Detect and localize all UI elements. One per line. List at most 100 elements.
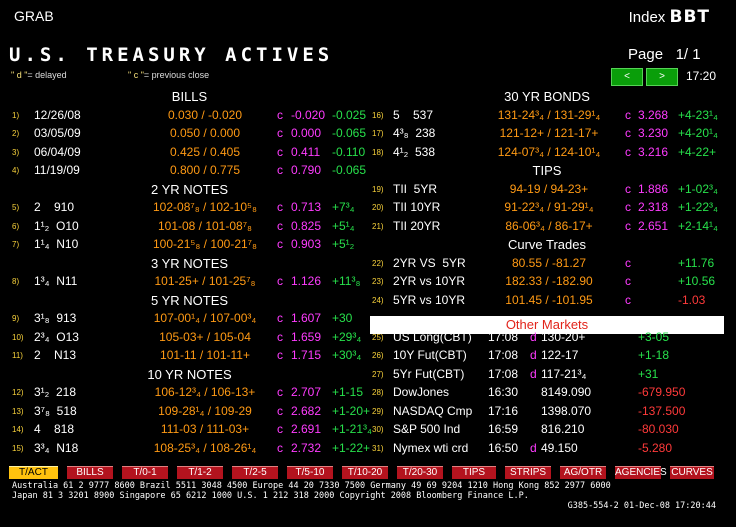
other-markets-header: Other Markets — [370, 316, 724, 334]
bid-ask-price: 0.425 / 0.405 — [169, 144, 241, 159]
security-row[interactable]: 25) US Long(CBT) 17:08 d 130-20+ +3-05 — [372, 330, 727, 348]
tab-ag-otr[interactable]: AG/OTR — [560, 466, 606, 479]
security-name: Nymex wti crd — [393, 440, 469, 455]
security-row[interactable]: 28) DowJones 16:30 8149.090 -679.950 — [372, 385, 727, 403]
security-row[interactable]: 15) 3³₄ N18 108-25³₄ / 108-26¹₄ c 2.732 +1-22… — [12, 441, 370, 459]
row-number: 2) — [12, 129, 20, 138]
tab-t-5-10[interactable]: T/5-10 — [287, 466, 333, 479]
prev-page-button[interactable]: < — [611, 68, 643, 86]
security-row[interactable]: 11) 2 N13 101-11 / 101-11+ c 1.715 +30³₄ — [12, 348, 367, 366]
tab-tips[interactable]: TIPS — [452, 466, 496, 479]
legend-c-text: = previous close — [143, 70, 210, 80]
net-change: +1-18 — [638, 348, 670, 362]
security-row[interactable]: 5) 2 910 102-08⁷₈ / 102-10⁵₈ c 0.713 +7³₄ — [12, 200, 367, 218]
security-row[interactable]: 29) NASDAQ Cmp 17:16 1398.070 -137.500 — [372, 404, 727, 422]
tab-t-20-30[interactable]: T/20-30 — [397, 466, 443, 479]
security-row[interactable]: 31) Nymex wti crd 16:50 d 49.150 -5.280 — [372, 441, 727, 459]
page-label: Page — [628, 46, 664, 63]
legend-d-mark: " d " — [11, 70, 28, 80]
footer-line-2: Japan 81 3 3201 8900 Singapore 65 6212 1… — [12, 491, 529, 501]
security-row[interactable]: 14) 4 818 111-03 / 111-03+ c 2.691 +1-21³₄ — [12, 422, 372, 440]
prev-close-value: 0.903 — [291, 237, 322, 251]
tab-t-0-1[interactable]: T/0-1 — [122, 466, 168, 479]
net-change: +30 — [332, 311, 353, 325]
security-row[interactable]: 4) 11/19/09 0.800 / 0.775 c 0.790 -0.065 — [12, 163, 367, 181]
prev-close-value: 1.659 — [291, 329, 322, 344]
net-change: +1-22³₄ — [678, 200, 718, 214]
prev-close-flag: c — [277, 348, 283, 362]
security-name: 2 910 — [34, 200, 75, 214]
tab-t-10-20[interactable]: T/10-20 — [342, 466, 388, 479]
bid-ask-price: 124-07³₄ / 124-10¹₄ — [497, 144, 601, 159]
row-number: 26) — [372, 351, 384, 360]
footer-line-1: Australia 61 2 9777 8600 Brazil 5511 304… — [12, 481, 611, 491]
security-row[interactable]: 3) 06/04/09 0.425 / 0.405 c 0.411 -0.110 — [12, 145, 367, 163]
tab-t-2-5[interactable]: T/2-5 — [232, 466, 278, 479]
security-name: 06/04/09 — [34, 144, 81, 159]
security-name: 2³₄ O13 — [34, 329, 79, 344]
security-name: TII 10YR — [393, 200, 441, 214]
last-price: 122-17 — [541, 348, 579, 362]
security-row[interactable]: 12) 3¹₂ 218 106-12³₄ / 106-13+ c 2.707 +1-15 — [12, 385, 367, 403]
security-name: 2YR vs 10YR — [393, 274, 466, 288]
row-number: 12) — [12, 388, 24, 397]
bid-ask-price: 0.050 / 0.000 — [169, 126, 241, 140]
security-row[interactable]: 2) 03/05/09 0.050 / 0.000 c 0.000 -0.065 — [12, 126, 367, 144]
security-row[interactable]: 1) 12/26/08 0.030 / -0.020 c -0.020 -0.025 — [12, 108, 367, 126]
next-page-button[interactable]: > — [646, 68, 678, 86]
security-row[interactable]: 23) 2YR vs 10YR 182.33 / -182.90 c +10.56 — [372, 274, 727, 292]
row-number: 27) — [372, 369, 384, 379]
security-row[interactable]: 9) 3¹₈ 913 107-00¹₄ / 107-00³₄ c 1.607 +30 — [12, 311, 367, 329]
security-row[interactable]: 16) 5 537 131-24³₄ / 131-29¹₄ c 3.268 +4-23¹₄ — [372, 108, 727, 126]
quote-time: 17:08 — [488, 348, 519, 362]
security-row[interactable]: 26) 10Y Fut(CBT) 17:08 d 122-17 +1-18 — [372, 348, 727, 366]
tab-strips[interactable]: STRIPS — [505, 466, 551, 479]
security-name: TII 20YR — [393, 218, 441, 233]
security-row[interactable]: 8) 1³₄ N11 101-25+ / 101-25⁷₈ c 1.126 +11³₈ — [12, 274, 367, 292]
net-change: -0.025 — [332, 107, 367, 122]
security-row[interactable]: 30) S&P 500 Ind 16:59 816.210 -80.030 — [372, 422, 727, 440]
section-header: 2 YR NOTES — [150, 181, 229, 197]
security-row[interactable]: 20) TII 10YR 91-22³₄ / 91-29¹₄ c 2.318 +1-22³… — [372, 200, 727, 218]
security-row[interactable]: 27) 5Yr Fut(CBT) 17:08 d 117-21³₄ +31 — [372, 367, 727, 385]
quote-time: 16:30 — [488, 385, 519, 399]
tab-t-act[interactable]: T/ACT — [9, 466, 58, 479]
prev-close-flag: c — [277, 126, 283, 140]
prev-close-value: 1.886 — [638, 181, 669, 196]
row-number: 25) — [372, 332, 384, 342]
security-row[interactable]: 22) 2YR VS 5YR 80.55 / -81.27 c +11.76 — [372, 256, 727, 274]
security-name: US Long(CBT) — [393, 329, 472, 344]
bid-ask-price: 86-06³₄ / 86-17+ — [505, 218, 593, 233]
prev-close-flag: c — [277, 163, 283, 177]
security-row[interactable]: 24) 5YR vs 10YR 101.45 / -101.95 c -1.03 — [372, 293, 727, 311]
bid-ask-price: 80.55 / -81.27 — [511, 255, 587, 270]
delayed-flag: d — [530, 366, 537, 381]
security-row[interactable]: 13) 3⁷₈ 518 109-28¹₄ / 109-29 c 2.682 +1-20+ — [12, 404, 370, 422]
tab-agencies[interactable]: AGENCIES — [615, 466, 667, 479]
bid-ask-price: 101-11 / 101-11+ — [160, 348, 250, 362]
tab-curves[interactable]: CURVES — [670, 466, 714, 479]
index-header: Index BBT — [629, 7, 710, 27]
security-row[interactable]: 19) TII 5YR 94-19 / 94-23+ c 1.886 +1-02³₄ — [372, 182, 727, 200]
security-row[interactable]: 17) 4³₈ 238 121-12+ / 121-17+ c 3.230 +4-20¹₄ — [372, 126, 727, 144]
net-change: +11.76 — [678, 255, 715, 270]
prev-close-flag: c — [277, 237, 283, 251]
row-number: 24) — [372, 295, 384, 305]
delayed-flag: d — [530, 329, 537, 344]
security-row[interactable]: 6) 1¹₂ O10 101-08 / 101-08⁷₈ c 0.825 +5¹₄ — [12, 219, 367, 237]
quote-time: 17:16 — [488, 403, 519, 418]
security-row[interactable]: 7) 1¹₄ N10 100-21⁵₈ / 100-21⁷₈ c 0.903 +5¹₂ — [12, 237, 367, 255]
page-title: U.S. TREASURY ACTIVES — [9, 44, 334, 66]
footer-line-3: G385-554-2 01-Dec-08 17:20:44 — [567, 501, 716, 511]
security-name: 4 818 — [34, 422, 75, 436]
section-header: 30 YR BONDS — [504, 89, 590, 104]
tab-t-1-2[interactable]: T/1-2 — [177, 466, 223, 479]
section-header: 5 YR NOTES — [150, 292, 229, 308]
prev-close-value: 0.825 — [291, 218, 322, 233]
prev-close-value: 1.607 — [291, 311, 322, 325]
security-row[interactable]: 21) TII 20YR 86-06³₄ / 86-17+ c 2.651 +2-14¹₄ — [372, 219, 727, 237]
tab-bills[interactable]: BILLS — [67, 466, 113, 479]
security-row[interactable]: 10) 2³₄ O13 105-03+ / 105-04 c 1.659 +29³₄ — [12, 330, 367, 348]
security-row[interactable]: 18) 4¹₂ 538 124-07³₄ / 124-10¹₄ c 3.216 +4-22… — [372, 145, 727, 163]
bid-ask-price: 106-12³₄ / 106-13+ — [154, 385, 256, 399]
